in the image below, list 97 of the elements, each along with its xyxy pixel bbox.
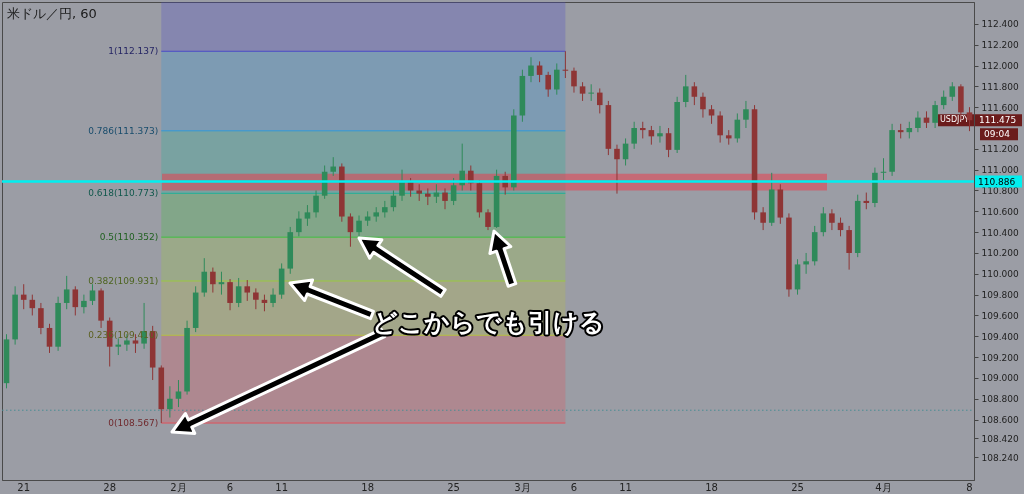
x-tick-label: 28 xyxy=(103,481,117,493)
candlestick xyxy=(38,302,44,335)
text: 09:04 xyxy=(984,129,1011,140)
candlestick xyxy=(657,125,663,144)
y-tick-label: 110.000 xyxy=(981,269,1019,280)
candlestick xyxy=(313,189,319,219)
candlestick xyxy=(743,100,749,129)
candlestick xyxy=(63,275,70,310)
y-tick-label: 112.000 xyxy=(981,61,1019,72)
candlestick xyxy=(253,287,259,310)
candlestick xyxy=(579,81,586,102)
candlestick xyxy=(81,294,87,314)
x-tick-label: 6 xyxy=(570,481,578,493)
candlestick xyxy=(46,323,53,354)
candlestick xyxy=(296,210,302,237)
x-tick-label: 21 xyxy=(17,481,31,493)
candlestick xyxy=(201,257,208,298)
candlestick xyxy=(399,169,405,202)
candlestick xyxy=(72,285,79,316)
candlestick xyxy=(588,83,594,102)
x-tick-label: 18 xyxy=(705,481,718,493)
text: 111.475 xyxy=(979,115,1017,126)
y-tick-label: 110.600 xyxy=(981,206,1019,217)
y-tick-label: 111.200 xyxy=(981,144,1019,155)
band-label: 0.382(109.931) xyxy=(88,275,159,286)
candlestick xyxy=(210,267,216,294)
y-tick-label: 112.200 xyxy=(981,40,1019,51)
band-label: 1(112.137) xyxy=(108,46,159,57)
x-tick-label: 6 xyxy=(226,481,234,493)
band-label: 0.5(110.352) xyxy=(99,232,159,243)
x-tick-label: 8 xyxy=(966,481,973,493)
y-tick-label: 109.600 xyxy=(981,310,1019,321)
y-tick-label: 108.240 xyxy=(981,452,1019,463)
x-tick-label: 11 xyxy=(275,481,289,493)
candlestick xyxy=(708,104,715,125)
y-tick-label: 109.000 xyxy=(981,373,1019,384)
candlestick xyxy=(175,379,182,408)
candlestick xyxy=(631,121,637,150)
candlestick xyxy=(167,385,173,419)
y-tick-label: 111.600 xyxy=(981,102,1019,113)
y-tick-label: 112.400 xyxy=(981,19,1019,30)
y-tick-label: 110.800 xyxy=(981,185,1019,196)
x-tick-label: 18 xyxy=(361,481,374,493)
candlestick xyxy=(450,177,457,206)
band-label: 0.618(110.773) xyxy=(88,188,159,199)
y-tick-label: 108.600 xyxy=(981,415,1019,426)
candlestick xyxy=(20,283,27,310)
candlestick xyxy=(553,62,560,96)
candlestick xyxy=(820,206,827,237)
band-label: 0(108.567) xyxy=(108,418,159,429)
candlestick xyxy=(89,283,96,306)
chart-title: 米ドル／円, 60 xyxy=(7,6,97,21)
x-tick-label: 25 xyxy=(447,481,460,493)
candlestick xyxy=(665,127,672,158)
y-tick-label: 111.000 xyxy=(981,165,1019,176)
annotation: USDJPY xyxy=(940,115,970,125)
candlestick xyxy=(966,106,973,132)
candlestick xyxy=(682,74,689,108)
candlestick xyxy=(846,225,852,271)
y-tick-label: 108.800 xyxy=(981,394,1019,405)
ref-line-label: 110.886 xyxy=(978,176,1016,187)
y-tick-label: 108.420 xyxy=(981,433,1019,444)
y-tick-label: 109.200 xyxy=(981,352,1019,363)
candlestick xyxy=(829,208,835,231)
candlestick xyxy=(442,187,448,210)
x-tick-label: 4月 xyxy=(875,481,892,493)
candlestick xyxy=(803,252,809,275)
candlestick xyxy=(528,56,534,83)
candlestick xyxy=(932,100,938,129)
candlestick xyxy=(244,279,251,302)
candlestick xyxy=(270,287,276,308)
y-tick-label: 110.200 xyxy=(981,248,1019,259)
y-tick-label: 109.400 xyxy=(981,331,1019,342)
candlestick xyxy=(614,144,620,195)
candlestick xyxy=(304,204,311,227)
candlestick xyxy=(227,278,233,311)
candlestick xyxy=(915,110,921,133)
x-tick-label: 3月 xyxy=(514,481,531,493)
candlestick xyxy=(949,81,956,102)
x-tick-label: 25 xyxy=(791,481,804,493)
band-label: 0.786(111.373) xyxy=(88,125,159,136)
candlestick xyxy=(485,208,491,231)
candlestick xyxy=(760,206,766,231)
candlestick xyxy=(330,156,337,177)
candlestick xyxy=(545,71,551,98)
candlestick xyxy=(700,92,706,119)
y-tick-label: 111.800 xyxy=(981,81,1019,92)
candlestick xyxy=(691,81,698,106)
candlestick xyxy=(571,67,577,94)
candlestick xyxy=(717,110,723,144)
candlestick xyxy=(596,87,603,114)
x-tick-label: 2月 xyxy=(170,481,187,493)
y-tick-label: 109.800 xyxy=(981,290,1019,301)
x-tick-label: 11 xyxy=(619,481,632,493)
y-tick-label: 110.400 xyxy=(981,227,1019,238)
candlestick xyxy=(235,277,242,308)
candlestick xyxy=(356,214,362,237)
